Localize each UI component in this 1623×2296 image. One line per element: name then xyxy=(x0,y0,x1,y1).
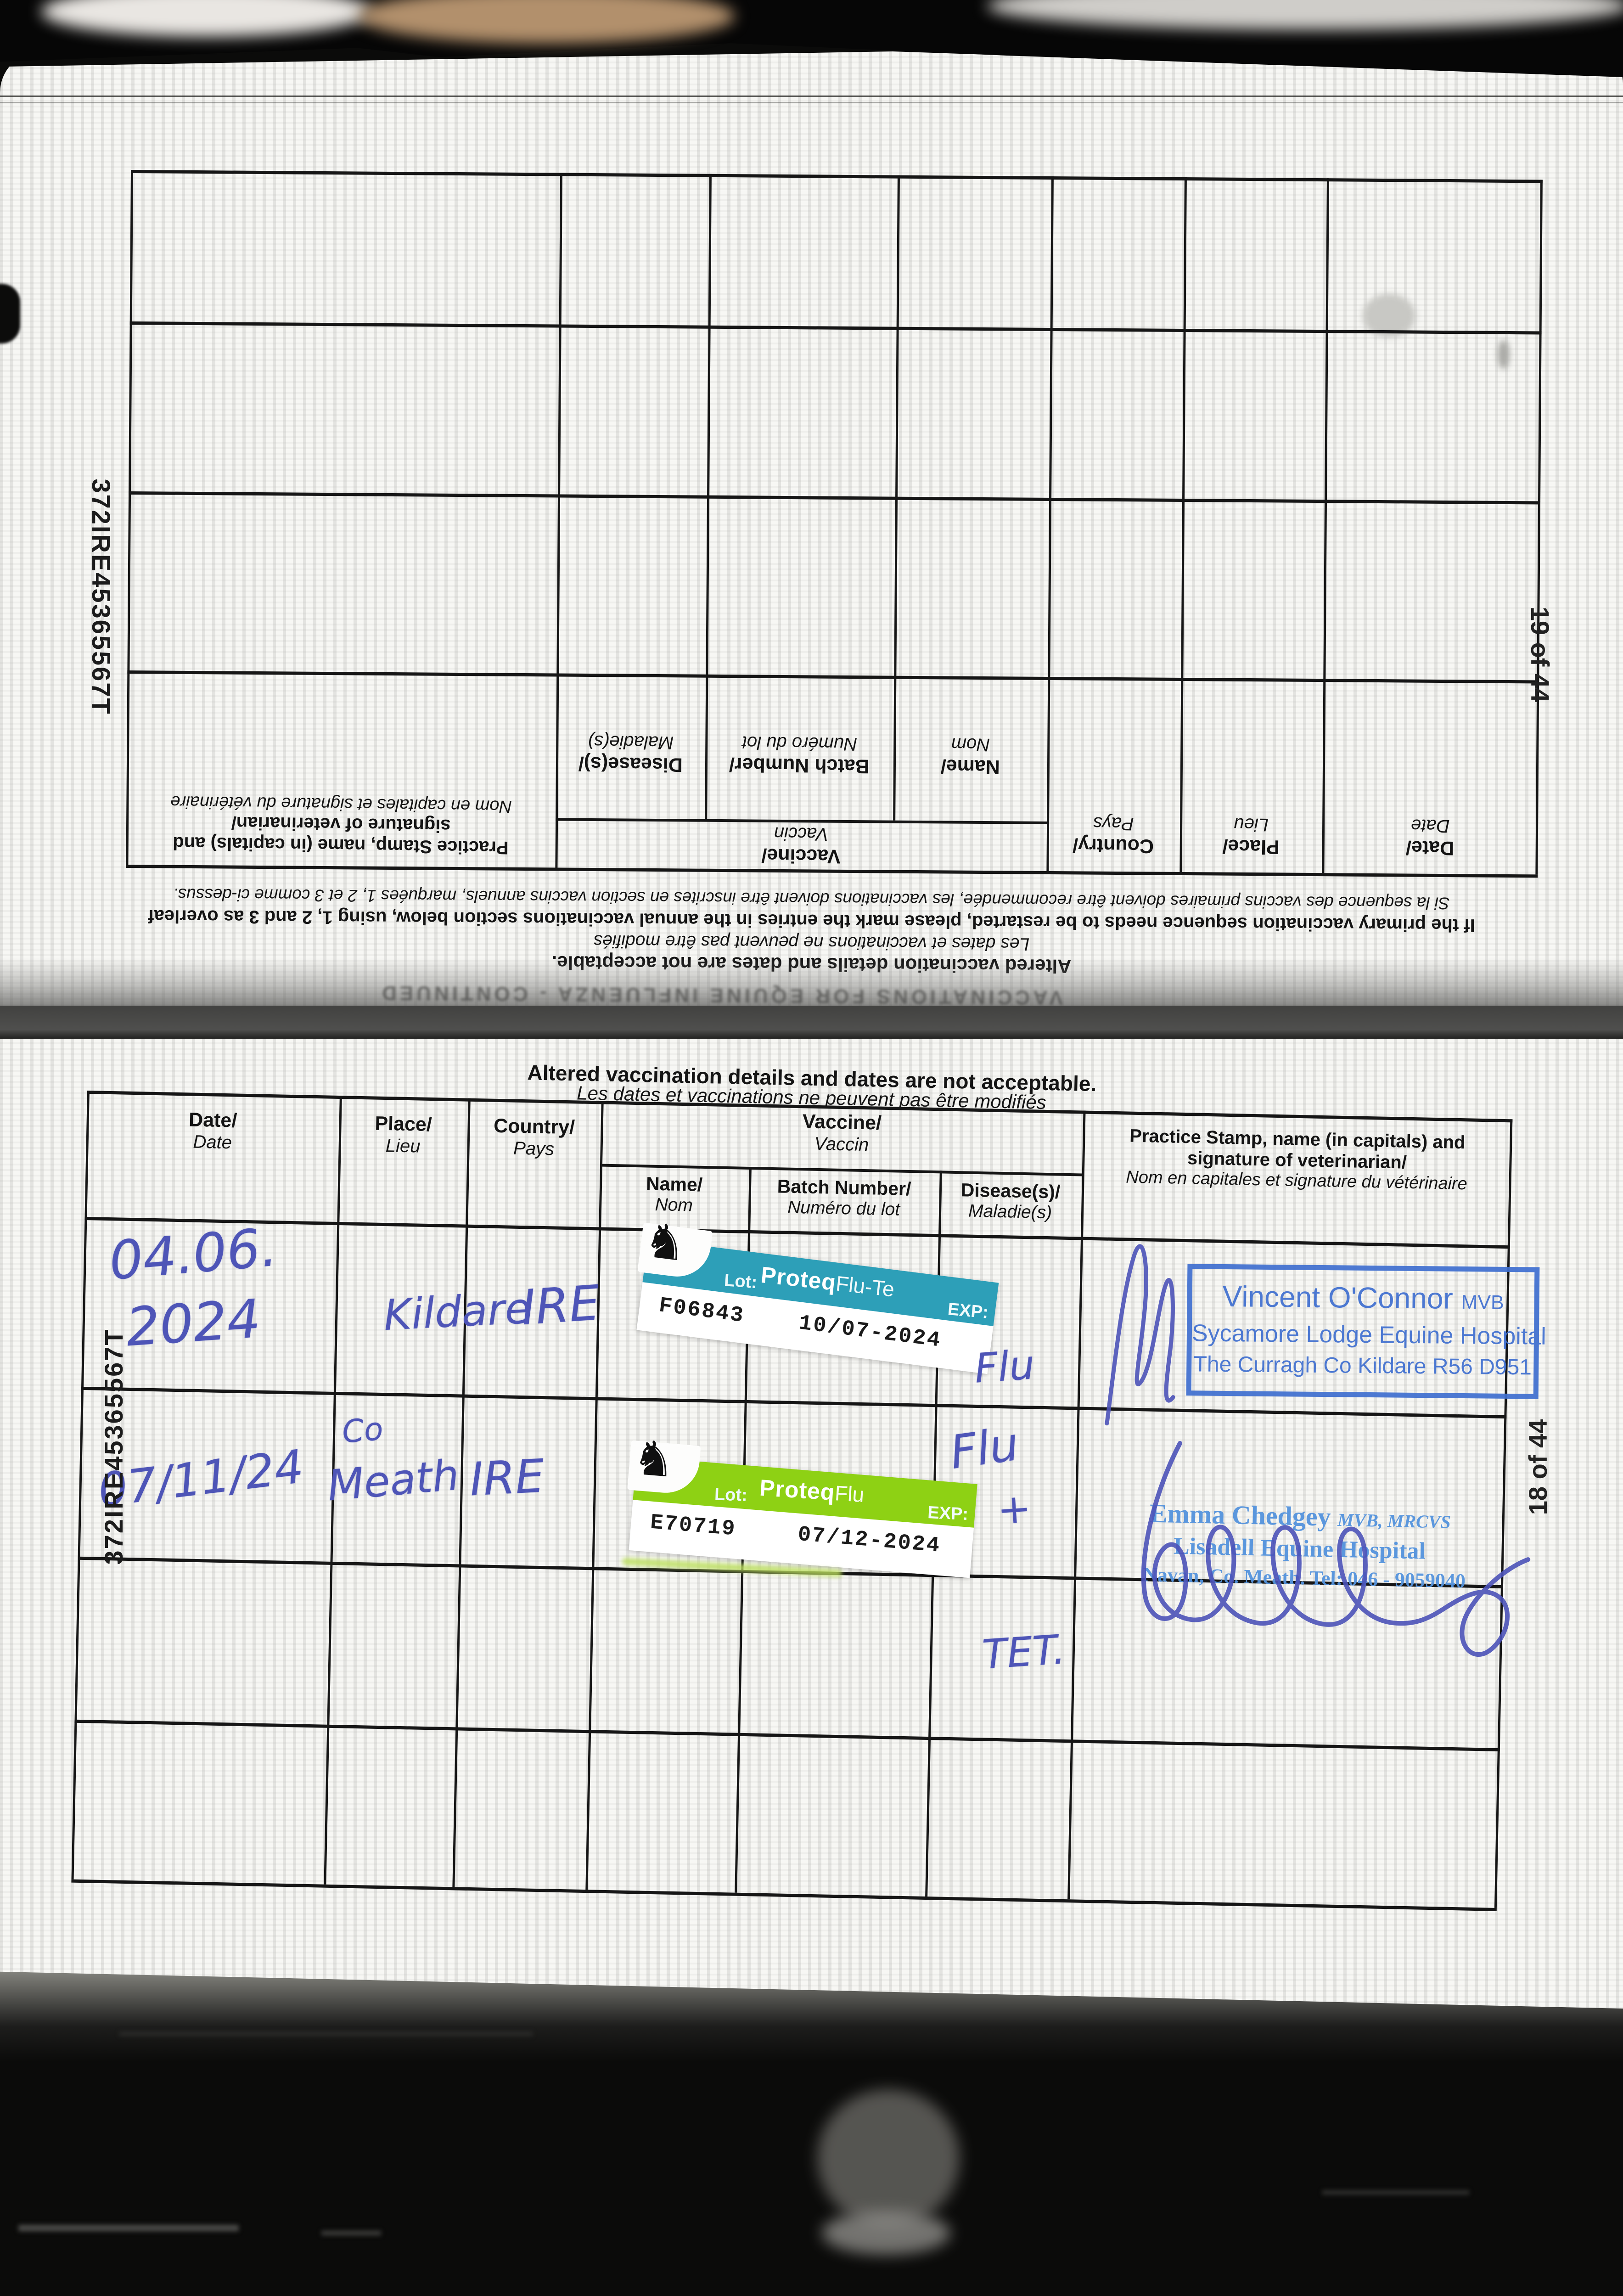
bottom-streak xyxy=(119,2032,533,2036)
page-number-page18: 18 of 44 xyxy=(1523,1419,1552,1515)
sticker-batch-number: F06843 xyxy=(657,1294,746,1329)
sticker-brand: ProteqFlu xyxy=(759,1474,865,1507)
page-number-page19: 19 of 44 xyxy=(1526,606,1555,703)
table-line xyxy=(129,491,1541,505)
header-name: Name/ Nom xyxy=(646,1173,703,1216)
sticker-brand: ProteqFlu-Te xyxy=(759,1261,896,1301)
bottom-streak xyxy=(18,2225,239,2231)
table-line xyxy=(127,670,1539,684)
header-disease: Disease(s)/ Maladie(s) xyxy=(578,731,683,776)
vaccination-table-page19: Practice Stamp, name (in capitals) and s… xyxy=(126,170,1543,878)
passport-code-page19: 372IRE45365567T xyxy=(87,478,116,715)
header-place: Place/ Lieu xyxy=(1222,814,1280,858)
table-line xyxy=(74,1719,1500,1752)
row2-disease: Flu xyxy=(947,1417,1022,1480)
header-country: Country/ Pays xyxy=(1072,813,1154,857)
sticker-lot-label: Lot: xyxy=(714,1485,748,1505)
row2-place: Meath xyxy=(326,1450,461,1511)
vaccination-row-2: 07/11/24 Co Meath IRE ♞ Lot: ProteqFlu E… xyxy=(87,1091,1531,1657)
bottom-streak xyxy=(321,2231,381,2235)
table-line xyxy=(84,1216,1510,1249)
row1-date: 04.06. xyxy=(107,1216,280,1292)
row2-country: IRE xyxy=(468,1449,546,1507)
page-18 xyxy=(0,1039,1623,2009)
table-line xyxy=(1067,1110,1086,1900)
page-edge-line xyxy=(0,96,1623,97)
page-edge-line xyxy=(0,102,1623,103)
header-practice-stamp: Practice Stamp, name (in capitals) and s… xyxy=(170,792,512,858)
bottom-light-blob-small xyxy=(822,2211,950,2255)
book-spine-fold xyxy=(0,958,1623,1043)
vaccination-row-1: 04.06. 2024 Kildare IRE ♞ Lot: ProteqFlu… xyxy=(87,1091,1546,1678)
header-vaccine: Vaccine/ Vaccin xyxy=(761,823,841,867)
row2-vaccine-sticker: ♞ Lot: ProteqFlu EXP: E70719 07/12-2024 xyxy=(627,1429,977,1578)
table-line xyxy=(1322,178,1329,873)
header-vaccine: Vaccine/ Vaccin xyxy=(802,1110,882,1155)
row1-date-year: 2024 xyxy=(124,1288,263,1359)
paper-smudge xyxy=(1498,340,1510,369)
header-disease: Disease(s)/ Maladie(s) xyxy=(960,1179,1061,1223)
row1-country: IRE xyxy=(519,1275,601,1336)
section-title-watermark: VACCINATIONS FOR EQUINE INFLUENZA - CONT… xyxy=(378,981,1063,1009)
header-name: Name/ Nom xyxy=(940,734,1000,778)
page-19 xyxy=(0,51,1623,1006)
header-date: Date/ Date xyxy=(1405,815,1455,859)
sticker-lot-label: Lot: xyxy=(723,1271,758,1293)
page-left-edge-blob xyxy=(0,284,20,343)
sticker-expiry-date: 07/12-2024 xyxy=(797,1522,942,1559)
practice-stamp-row1: Vincent O'Connor MVB Sycamore Lodge Equi… xyxy=(1186,1264,1546,1399)
table-line xyxy=(585,1101,604,1890)
background-blur-tan xyxy=(358,0,735,44)
table-line xyxy=(129,321,1542,335)
horse-head-icon: ♞ xyxy=(627,1429,701,1496)
header-place: Place/ Lieu xyxy=(375,1112,432,1157)
header-date: Date/ Date xyxy=(188,1109,237,1153)
veterinarian-signature-row2 xyxy=(1141,1441,1531,1657)
table-line xyxy=(1046,176,1054,871)
bottom-light-blob xyxy=(817,2089,960,2227)
passport-code-page18: 372IRE45365567T xyxy=(99,1328,128,1565)
table-line xyxy=(1179,177,1187,872)
row1-place: Kildare xyxy=(382,1283,532,1340)
sticker-exp-label: EXP: xyxy=(927,1503,969,1525)
horse-head-icon: ♞ xyxy=(637,1211,713,1281)
sticker-expiry-date: 10/07-2024 xyxy=(797,1311,943,1353)
row2-place-prefix: Co xyxy=(341,1411,385,1451)
vaccination-table-page18: Altered vaccination details and dates ar… xyxy=(71,1060,1546,1911)
header-country: Country/ Pays xyxy=(493,1114,575,1159)
header-practice-stamp: Practice Stamp, name (in capitals) and s… xyxy=(1125,1125,1468,1194)
header-batch-number: Batch Number/ Numéro du lot xyxy=(777,1176,911,1220)
row1-vaccine-sticker: ♞ Lot: ProteqFlu-Te EXP: F06843 10/07-20… xyxy=(636,1211,999,1374)
sticker-batch-number: E70719 xyxy=(649,1510,737,1542)
bottom-streak xyxy=(1322,2190,1469,2195)
veterinarian-signature-row1 xyxy=(1105,1244,1175,1426)
header-batch-number: Batch Number/ Numéro du lot xyxy=(729,732,870,777)
